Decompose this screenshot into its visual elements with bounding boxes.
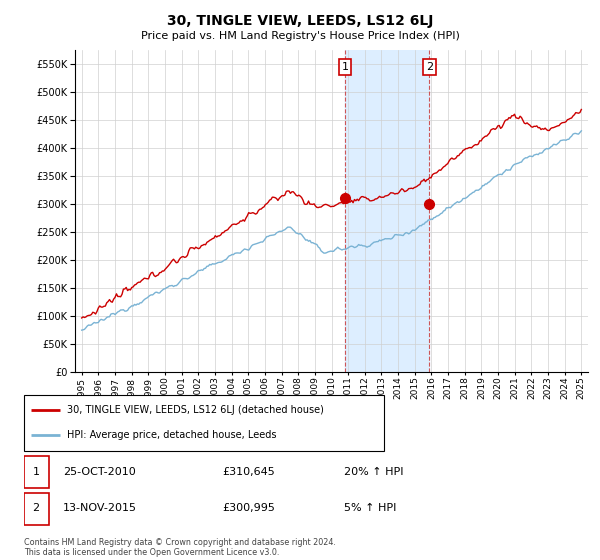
Text: 30, TINGLE VIEW, LEEDS, LS12 6LJ: 30, TINGLE VIEW, LEEDS, LS12 6LJ [167,14,433,28]
Text: 1: 1 [32,467,40,477]
FancyBboxPatch shape [24,395,384,451]
FancyBboxPatch shape [24,456,49,488]
Text: Contains HM Land Registry data © Crown copyright and database right 2024.
This d: Contains HM Land Registry data © Crown c… [24,538,336,557]
Text: Price paid vs. HM Land Registry's House Price Index (HPI): Price paid vs. HM Land Registry's House … [140,31,460,41]
Text: 25-OCT-2010: 25-OCT-2010 [62,467,136,477]
Text: 20% ↑ HPI: 20% ↑ HPI [344,467,404,477]
Bar [345,50,429,372]
Text: HPI: Average price, detached house, Leeds: HPI: Average price, detached house, Leed… [67,430,277,440]
FancyBboxPatch shape [24,493,49,525]
Text: 5% ↑ HPI: 5% ↑ HPI [344,503,397,513]
Text: 2: 2 [32,503,40,513]
Text: 1: 1 [341,62,349,72]
Text: 2: 2 [426,62,433,72]
Text: £310,645: £310,645 [223,467,275,477]
Text: 13-NOV-2015: 13-NOV-2015 [62,503,137,513]
Text: 30, TINGLE VIEW, LEEDS, LS12 6LJ (detached house): 30, TINGLE VIEW, LEEDS, LS12 6LJ (detach… [67,405,324,416]
Text: £300,995: £300,995 [223,503,275,513]
